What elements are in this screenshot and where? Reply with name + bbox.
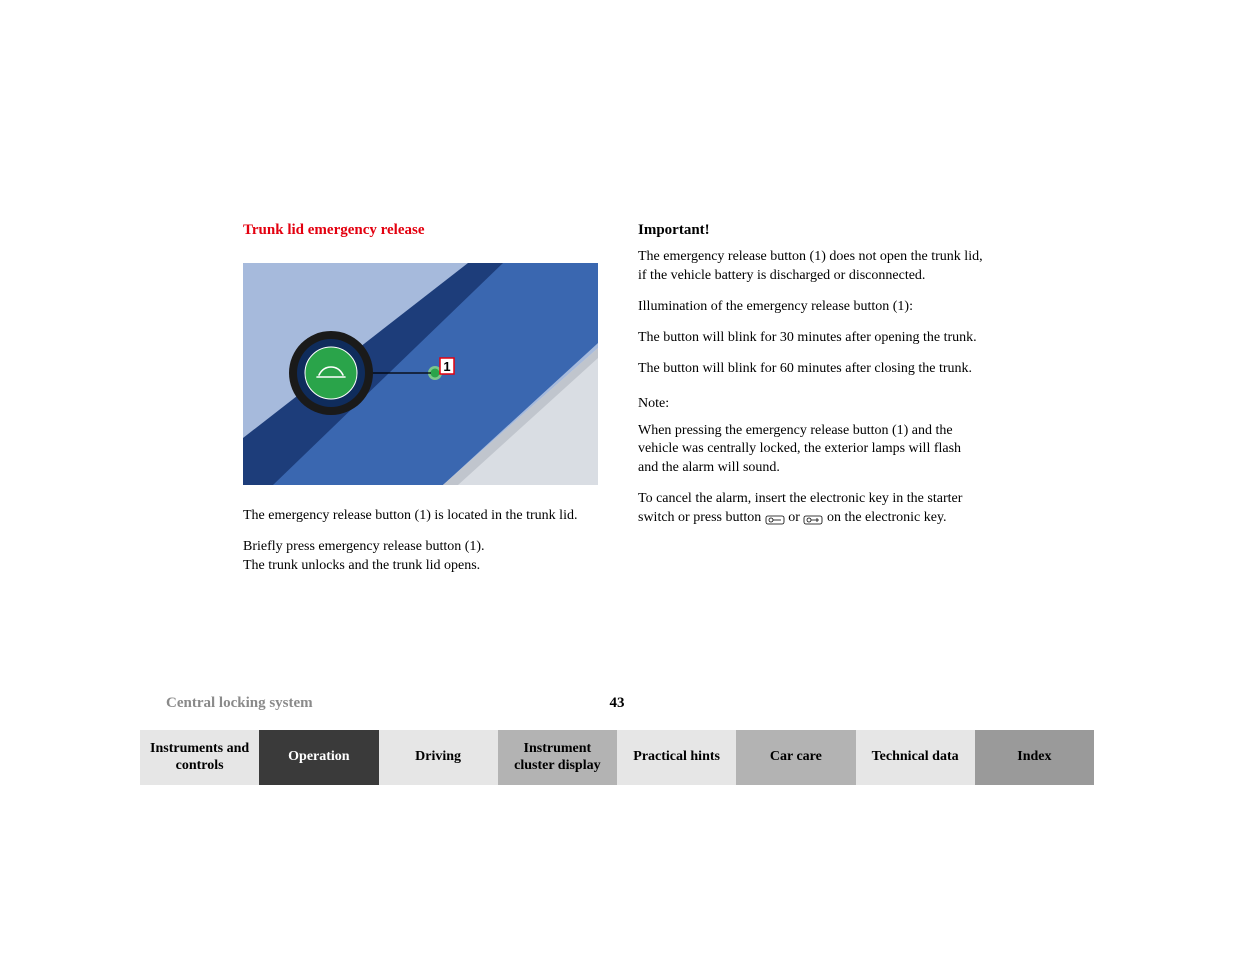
body-text: The trunk unlocks and the trunk lid open…	[243, 557, 598, 576]
body-text: The emergency release button (1) does no…	[638, 248, 983, 286]
nav-tab-car-care[interactable]: Car care	[736, 730, 855, 785]
body-text: Briefly press emergency release button (…	[243, 538, 598, 557]
section-title: Trunk lid emergency release	[243, 220, 598, 240]
nav-tab-instruments-and-controls[interactable]: Instruments and controls	[140, 730, 259, 785]
nav-tab-driving[interactable]: Driving	[379, 730, 498, 785]
nav-tab-technical-data[interactable]: Technical data	[856, 730, 975, 785]
nav-tab-index[interactable]: Index	[975, 730, 1094, 785]
footer-header-row: Central locking system 43	[140, 695, 1094, 712]
nav-tab-instrument-cluster-display[interactable]: Instrument cluster display	[498, 730, 617, 785]
important-heading: Important!	[638, 220, 983, 240]
body-text-fragment: on the electronic key.	[827, 510, 947, 525]
unlock-key-icon	[803, 513, 823, 523]
body-text: The emergency release button (1) is loca…	[243, 507, 598, 526]
body-text: The button will blink for 60 minutes aft…	[638, 360, 983, 379]
footer-spacer	[1064, 695, 1068, 712]
body-text: The button will blink for 30 minutes aft…	[638, 329, 983, 348]
page-footer: Central locking system 43 Instruments an…	[140, 695, 1094, 785]
lock-key-icon	[765, 513, 785, 523]
nav-tab-practical-hints[interactable]: Practical hints	[617, 730, 736, 785]
body-text: To cancel the alarm, insert the electron…	[638, 490, 983, 528]
note-heading: Note:	[638, 395, 983, 414]
section-name: Central locking system	[166, 695, 313, 712]
nav-tabs: Instruments and controlsOperationDriving…	[140, 730, 1094, 785]
nav-tab-operation[interactable]: Operation	[259, 730, 378, 785]
body-text-fragment: or	[788, 510, 803, 525]
callout-number: 1	[443, 359, 450, 374]
right-column: Important! The emergency release button …	[638, 220, 983, 588]
trunk-illustration: 1	[243, 263, 598, 485]
body-text: Illumination of the emergency release bu…	[638, 298, 983, 317]
body-text: When pressing the emergency release butt…	[638, 422, 983, 479]
left-column: Trunk lid emergency release	[243, 220, 598, 588]
page-content: Trunk lid emergency release	[243, 220, 993, 588]
page-number: 43	[610, 695, 625, 712]
